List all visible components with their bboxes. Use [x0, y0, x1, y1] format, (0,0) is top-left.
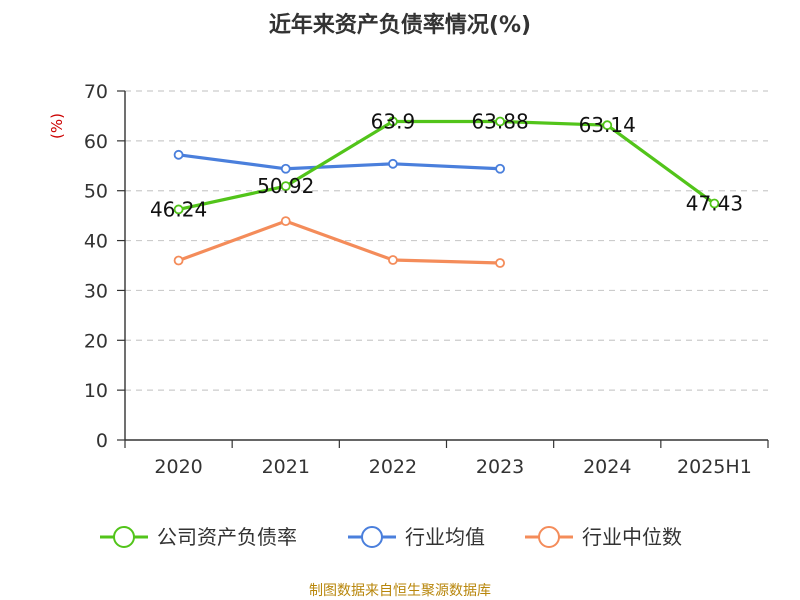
x-tick-label: 2023	[476, 456, 524, 478]
x-tick-label: 2024	[583, 456, 631, 478]
data-point	[495, 116, 505, 127]
series-line	[178, 119, 716, 212]
data-label: 46.24	[150, 197, 207, 221]
data-label: 63.88	[471, 110, 528, 134]
y-tick-label: 0	[96, 430, 108, 452]
legend-label: 公司资产负债率	[157, 525, 297, 549]
data-point	[280, 163, 291, 174]
data-point	[709, 198, 720, 209]
data-point	[173, 255, 184, 266]
series-line	[178, 219, 501, 265]
data-point	[495, 163, 505, 174]
legend-swatch-marker	[538, 526, 560, 548]
x-tick-label: 2021	[262, 456, 310, 478]
data-label: 47.43	[686, 192, 743, 216]
data-label: 50.92	[257, 174, 314, 198]
data-label: 63.14	[579, 113, 636, 137]
data-point	[602, 120, 613, 131]
data-point	[388, 158, 398, 169]
y-tick-label: 70	[84, 81, 108, 103]
legend-label: 行业均值	[405, 525, 485, 549]
y-axis-unit: (%)	[48, 113, 66, 139]
source-note: 制图数据来自恒生聚源数据库	[309, 583, 491, 599]
data-point	[173, 204, 184, 215]
y-tick-label: 40	[84, 231, 108, 253]
y-tick-label: 30	[84, 280, 108, 302]
data-point	[495, 258, 505, 268]
axes: 0 10 20 30 40 50 60 70 2020 2021 2022 2023 2024 2025H…	[84, 81, 769, 478]
series-line	[178, 153, 501, 171]
data-labels: 46.24 50.92 63.9 63.88 63.14 47.43	[150, 109, 743, 221]
y-tick-label: 20	[84, 330, 108, 352]
data-point	[280, 181, 291, 192]
x-tick-label: 2025H1	[677, 456, 752, 478]
legend: 公司资产负债率 行业均值 行业中位数	[100, 525, 682, 549]
data-point	[388, 255, 398, 265]
data-label: 63.9	[371, 109, 416, 133]
x-tick-label: 2020	[154, 456, 202, 478]
grid-lines	[125, 90, 768, 391]
x-tick-label: 2022	[369, 456, 417, 478]
legend-label: 行业中位数	[582, 525, 682, 549]
data-point	[173, 149, 184, 160]
series-layer	[173, 116, 720, 268]
y-tick-label: 10	[84, 380, 108, 402]
chart-title: 近年来资产负债率情况(%)	[269, 12, 531, 38]
data-point	[388, 116, 398, 127]
y-tick-label: 60	[84, 131, 108, 153]
legend-swatch-marker	[361, 526, 383, 548]
y-tick-label: 50	[84, 181, 108, 203]
legend-swatch-marker	[113, 526, 135, 548]
data-point	[280, 216, 291, 227]
